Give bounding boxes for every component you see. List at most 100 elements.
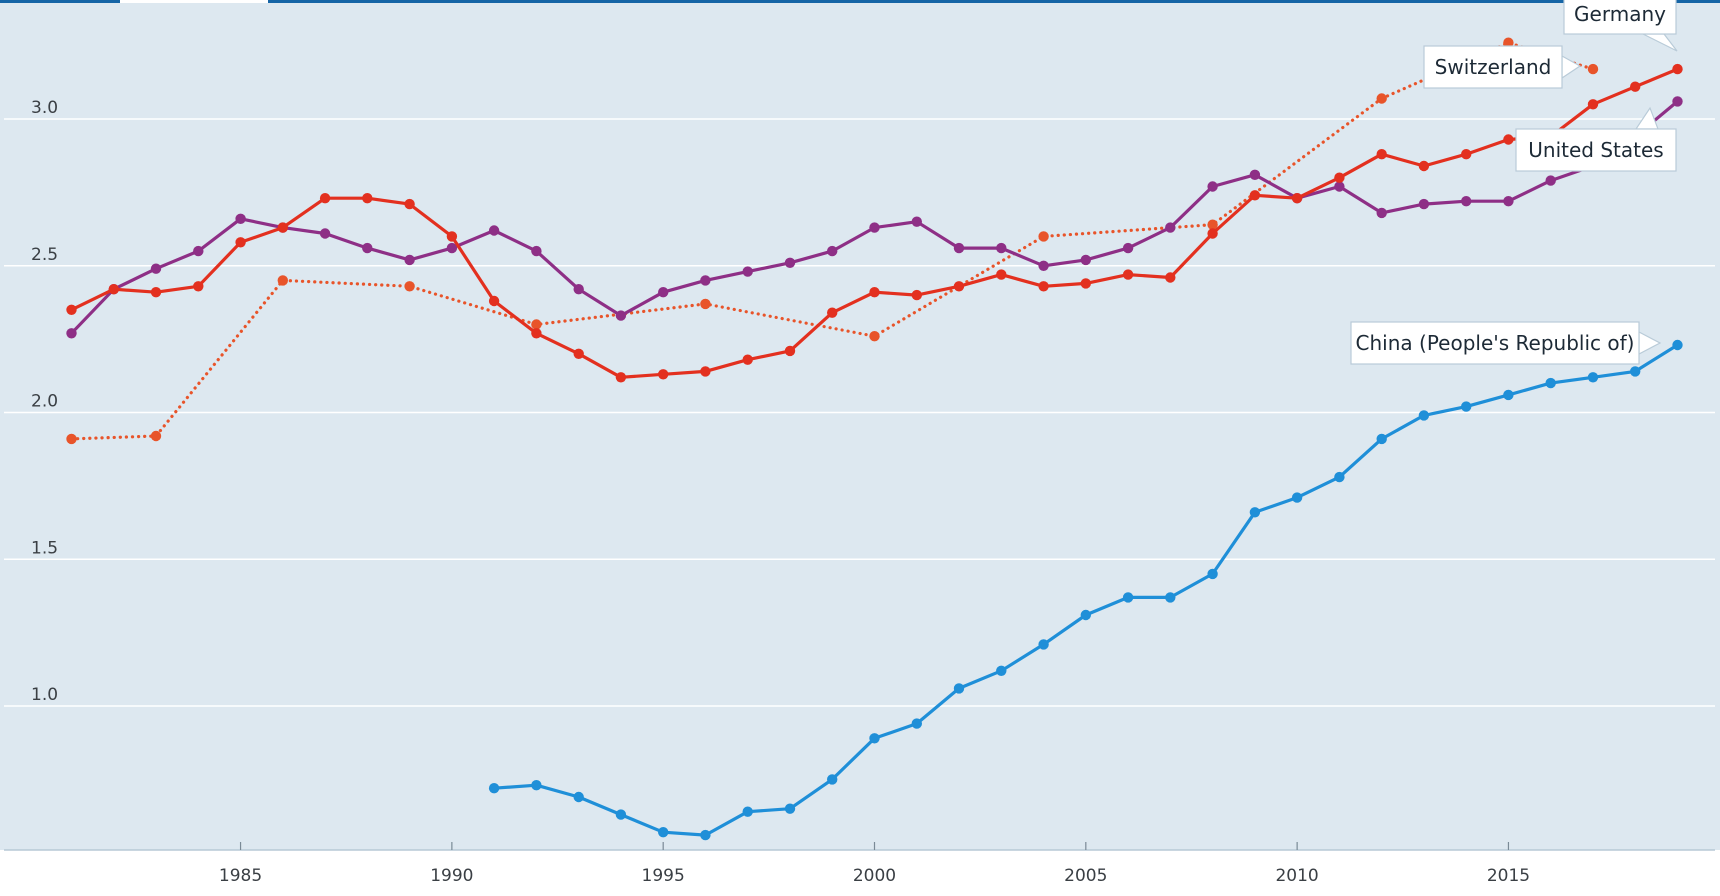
data-point[interactable] (108, 284, 120, 295)
data-point[interactable] (277, 275, 288, 286)
data-point[interactable] (1503, 196, 1514, 207)
data-point[interactable] (1080, 254, 1092, 266)
data-point[interactable] (869, 222, 880, 233)
data-point[interactable] (1080, 278, 1092, 289)
data-point[interactable] (996, 269, 1007, 280)
data-point[interactable] (658, 827, 669, 838)
data-point[interactable] (1376, 207, 1387, 219)
data-point[interactable] (1291, 193, 1303, 204)
data-point[interactable] (1418, 160, 1430, 172)
data-point[interactable] (953, 683, 965, 694)
data-point[interactable] (531, 245, 542, 257)
data-point[interactable] (404, 254, 415, 266)
data-point[interactable] (1630, 81, 1641, 92)
data-point[interactable] (1207, 219, 1218, 230)
data-point[interactable] (1334, 471, 1345, 483)
data-point[interactable] (742, 354, 753, 365)
data-point[interactable] (1418, 410, 1430, 421)
data-point[interactable] (700, 298, 711, 310)
data-point[interactable] (953, 242, 965, 254)
data-point[interactable] (1249, 190, 1261, 201)
data-point[interactable] (1291, 492, 1303, 503)
data-point[interactable] (1207, 181, 1218, 192)
data-point[interactable] (615, 310, 627, 321)
data-point[interactable] (1080, 609, 1092, 621)
data-point[interactable] (1630, 366, 1641, 377)
data-point[interactable] (1587, 372, 1599, 383)
data-point[interactable] (784, 345, 796, 357)
data-point[interactable] (1503, 389, 1514, 401)
data-point[interactable] (319, 228, 331, 239)
data-point[interactable] (869, 287, 880, 298)
data-point[interactable] (404, 281, 415, 292)
data-point[interactable] (700, 275, 711, 286)
data-point[interactable] (827, 774, 838, 785)
data-point[interactable] (1165, 222, 1176, 233)
data-point[interactable] (404, 198, 415, 210)
data-point[interactable] (573, 348, 584, 359)
data-point[interactable] (827, 307, 838, 318)
data-point[interactable] (700, 829, 711, 841)
data-point[interactable] (742, 806, 753, 817)
data-point[interactable] (150, 287, 162, 298)
data-point[interactable] (193, 281, 204, 292)
data-point[interactable] (1249, 169, 1261, 180)
data-point[interactable] (1545, 377, 1556, 389)
data-point[interactable] (66, 304, 77, 315)
data-point[interactable] (1334, 181, 1345, 192)
data-point[interactable] (488, 783, 500, 794)
data-point[interactable] (700, 366, 711, 377)
data-point[interactable] (869, 331, 880, 342)
data-point[interactable] (1376, 93, 1387, 104)
data-point[interactable] (1038, 639, 1049, 650)
data-point[interactable] (1122, 269, 1134, 280)
data-point[interactable] (446, 231, 458, 242)
data-point[interactable] (615, 372, 627, 383)
data-point[interactable] (573, 791, 584, 803)
data-point[interactable] (1165, 592, 1176, 603)
data-point[interactable] (488, 295, 500, 307)
data-point[interactable] (1038, 281, 1049, 292)
data-point[interactable] (953, 281, 965, 292)
data-point[interactable] (996, 665, 1007, 676)
data-point[interactable] (1249, 507, 1261, 518)
data-point[interactable] (1672, 63, 1683, 75)
data-point[interactable] (573, 284, 584, 295)
data-point[interactable] (362, 193, 373, 204)
data-point[interactable] (911, 289, 922, 301)
data-point[interactable] (1672, 96, 1683, 107)
data-point[interactable] (911, 216, 922, 227)
data-point[interactable] (150, 430, 162, 442)
data-point[interactable] (615, 809, 627, 820)
data-point[interactable] (1461, 401, 1472, 412)
data-point[interactable] (235, 237, 246, 248)
data-point[interactable] (488, 225, 500, 236)
data-point[interactable] (827, 245, 838, 257)
data-point[interactable] (1545, 175, 1556, 186)
data-point[interactable] (193, 245, 204, 257)
data-point[interactable] (996, 242, 1007, 254)
data-point[interactable] (66, 433, 77, 445)
data-point[interactable] (1334, 172, 1345, 183)
data-point[interactable] (1587, 63, 1599, 75)
data-point[interactable] (362, 242, 373, 254)
data-point[interactable] (784, 803, 796, 814)
data-point[interactable] (446, 242, 458, 254)
data-point[interactable] (1461, 196, 1472, 207)
data-point[interactable] (658, 369, 669, 380)
data-point[interactable] (319, 193, 331, 204)
data-point[interactable] (1418, 198, 1430, 210)
data-point[interactable] (742, 266, 753, 277)
data-point[interactable] (869, 733, 880, 744)
data-point[interactable] (235, 213, 246, 224)
data-point[interactable] (531, 319, 542, 330)
data-point[interactable] (1503, 37, 1514, 48)
data-point[interactable] (1122, 242, 1134, 254)
data-point[interactable] (1038, 260, 1049, 271)
data-point[interactable] (1207, 228, 1218, 239)
data-point[interactable] (784, 257, 796, 268)
data-point[interactable] (1376, 149, 1387, 160)
data-point[interactable] (1038, 231, 1049, 242)
data-point[interactable] (531, 328, 542, 339)
data-point[interactable] (1503, 134, 1514, 145)
